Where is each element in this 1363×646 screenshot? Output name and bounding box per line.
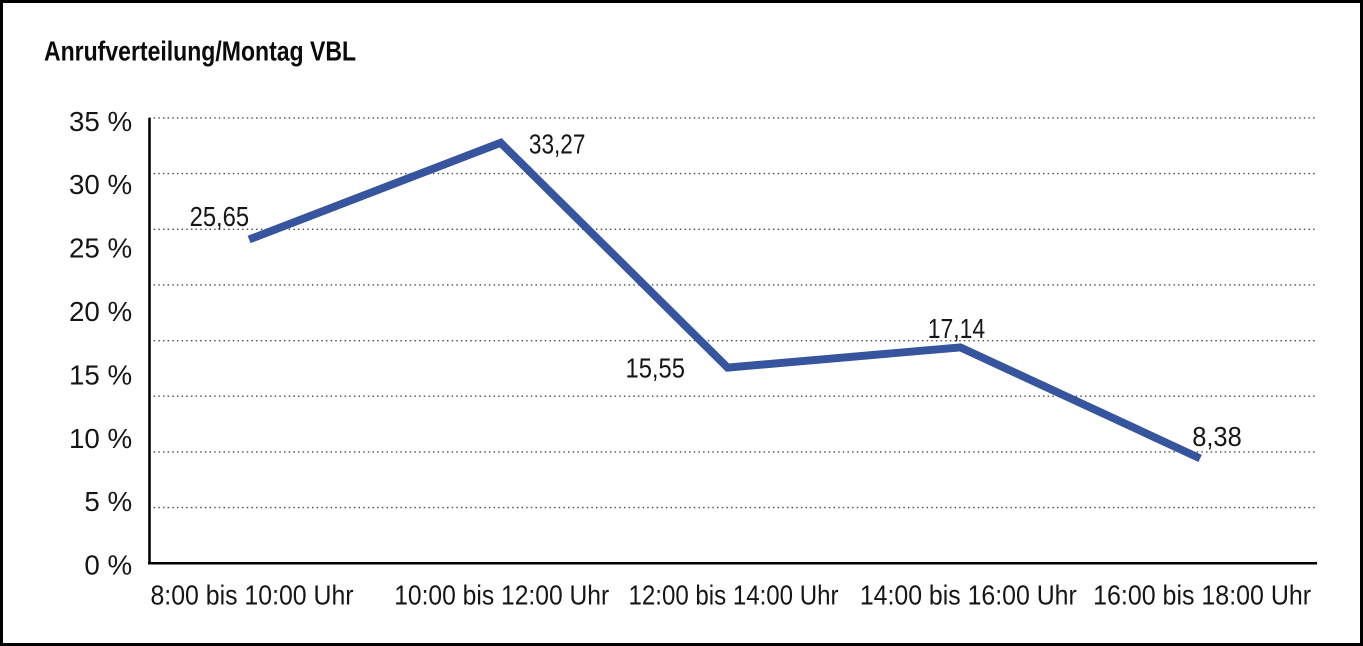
x-category-label: 14:00 bis 16:00 Uhr <box>860 579 1077 610</box>
y-tick-label: 5 % <box>84 486 132 517</box>
series-line <box>247 138 1202 463</box>
chart-title: Anrufverteilung/Montag VBL <box>44 35 356 66</box>
x-axis-labels: 8:00 bis 10:00 Uhr 10:00 bis 12:00 Uhr 12:… <box>150 579 1311 610</box>
y-tick-label: 10 % <box>69 423 132 454</box>
y-tick-label: 30 % <box>69 169 132 200</box>
x-category-label: 16:00 bis 18:00 Uhr <box>1093 579 1311 610</box>
y-tick-label: 0 % <box>84 550 132 581</box>
value-label: 25,65 <box>190 201 249 232</box>
value-label: 17,14 <box>928 313 985 344</box>
gridlines <box>148 117 1318 509</box>
y-tick-label: 35 % <box>69 106 132 137</box>
line-chart: Anrufverteilung/Montag VBL 0 % 5 % 10 % 15 … <box>44 35 1318 610</box>
y-axis-labels: 0 % 5 % 10 % 15 % 20 % 25 % 30 % 35 % <box>69 106 132 581</box>
data-series <box>247 138 1202 463</box>
value-label: 33,27 <box>529 129 585 160</box>
axes <box>148 117 1318 565</box>
x-category-label: 10:00 bis 12:00 Uhr <box>394 579 609 610</box>
data-value-labels: 25,65 33,27 15,55 17,14 8,38 <box>190 129 1242 452</box>
x-category-label: 8:00 bis 10:00 Uhr <box>150 579 353 610</box>
x-category-label: 12:00 bis 14:00 Uhr <box>628 579 838 610</box>
value-label: 15,55 <box>626 352 685 383</box>
y-tick-label: 15 % <box>69 359 132 390</box>
y-tick-label: 25 % <box>69 233 132 264</box>
y-tick-label: 20 % <box>69 296 132 327</box>
value-label: 8,38 <box>1192 421 1242 452</box>
